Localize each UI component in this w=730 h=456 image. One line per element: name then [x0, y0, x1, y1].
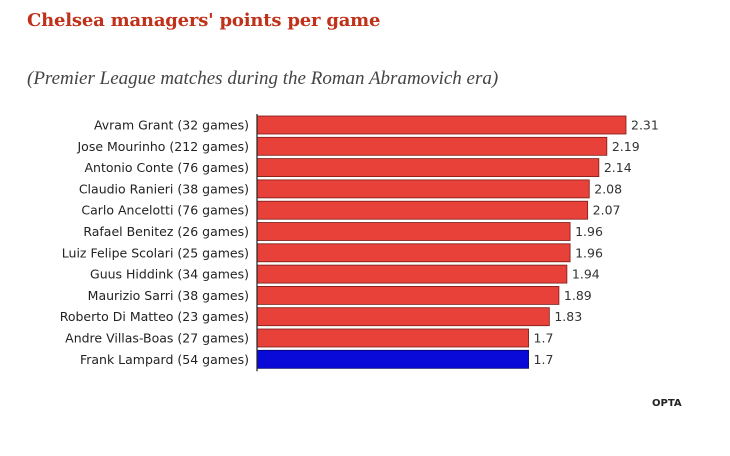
category-label-rafael-benitez: Rafael Benitez (26 games)	[83, 224, 249, 239]
bar-andre-villas-boas	[256, 328, 529, 348]
category-label-jose-mourinho: Jose Mourinho (212 games)	[76, 139, 249, 154]
bar-luiz-felipe-scolari	[256, 243, 571, 263]
category-label-luiz-felipe-scolari: Luiz Felipe Scolari (25 games)	[62, 245, 249, 260]
bar-maurizio-sarri	[256, 285, 560, 305]
chart-title: Chelsea managers' points per game	[27, 10, 381, 31]
value-label-luiz-felipe-scolari: 1.96	[575, 245, 603, 260]
bar-carlo-ancelotti	[256, 200, 589, 220]
value-label-guus-hiddink: 1.94	[572, 267, 600, 282]
value-label-andre-villas-boas: 1.7	[534, 331, 554, 346]
value-label-jose-mourinho: 2.19	[612, 139, 640, 154]
category-label-avram-grant: Avram Grant (32 games)	[94, 118, 249, 133]
category-label-antonio-conte: Antonio Conte (76 games)	[84, 160, 249, 175]
bar-roberto-di-matteo	[256, 307, 550, 327]
category-label-claudio-ranieri: Claudio Ranieri (38 games)	[79, 181, 249, 196]
value-label-claudio-ranieri: 2.08	[594, 181, 622, 196]
value-label-carlo-ancelotti: 2.07	[593, 203, 621, 218]
category-label-maurizio-sarri: Maurizio Sarri (38 games)	[88, 288, 249, 303]
bar-rafael-benitez	[256, 222, 571, 241]
bar-guus-hiddink	[256, 264, 568, 284]
value-label-roberto-di-matteo: 1.83	[554, 309, 582, 324]
bar-frank-lampard	[256, 349, 529, 369]
value-label-rafael-benitez: 1.96	[575, 224, 603, 239]
category-label-guus-hiddink: Guus Hiddink (34 games)	[90, 267, 249, 282]
bar-avram-grant	[256, 115, 627, 135]
bar-antonio-conte	[256, 158, 600, 178]
value-label-maurizio-sarri: 1.89	[564, 288, 592, 303]
bar-claudio-ranieri	[256, 179, 590, 199]
category-label-frank-lampard: Frank Lampard (54 games)	[80, 352, 249, 367]
category-label-carlo-ancelotti: Carlo Ancelotti (76 games)	[81, 203, 249, 218]
source-label: OPTA	[652, 398, 682, 409]
value-label-frank-lampard: 1.7	[534, 352, 554, 367]
chart-subtitle: (Premier League matches during the Roman…	[27, 68, 499, 89]
category-label-andre-villas-boas: Andre Villas-Boas (27 games)	[65, 331, 249, 346]
value-label-avram-grant: 2.31	[631, 118, 659, 133]
value-label-antonio-conte: 2.14	[604, 160, 632, 175]
bar-jose-mourinho	[256, 136, 608, 156]
category-label-roberto-di-matteo: Roberto Di Matteo (23 games)	[60, 309, 249, 324]
